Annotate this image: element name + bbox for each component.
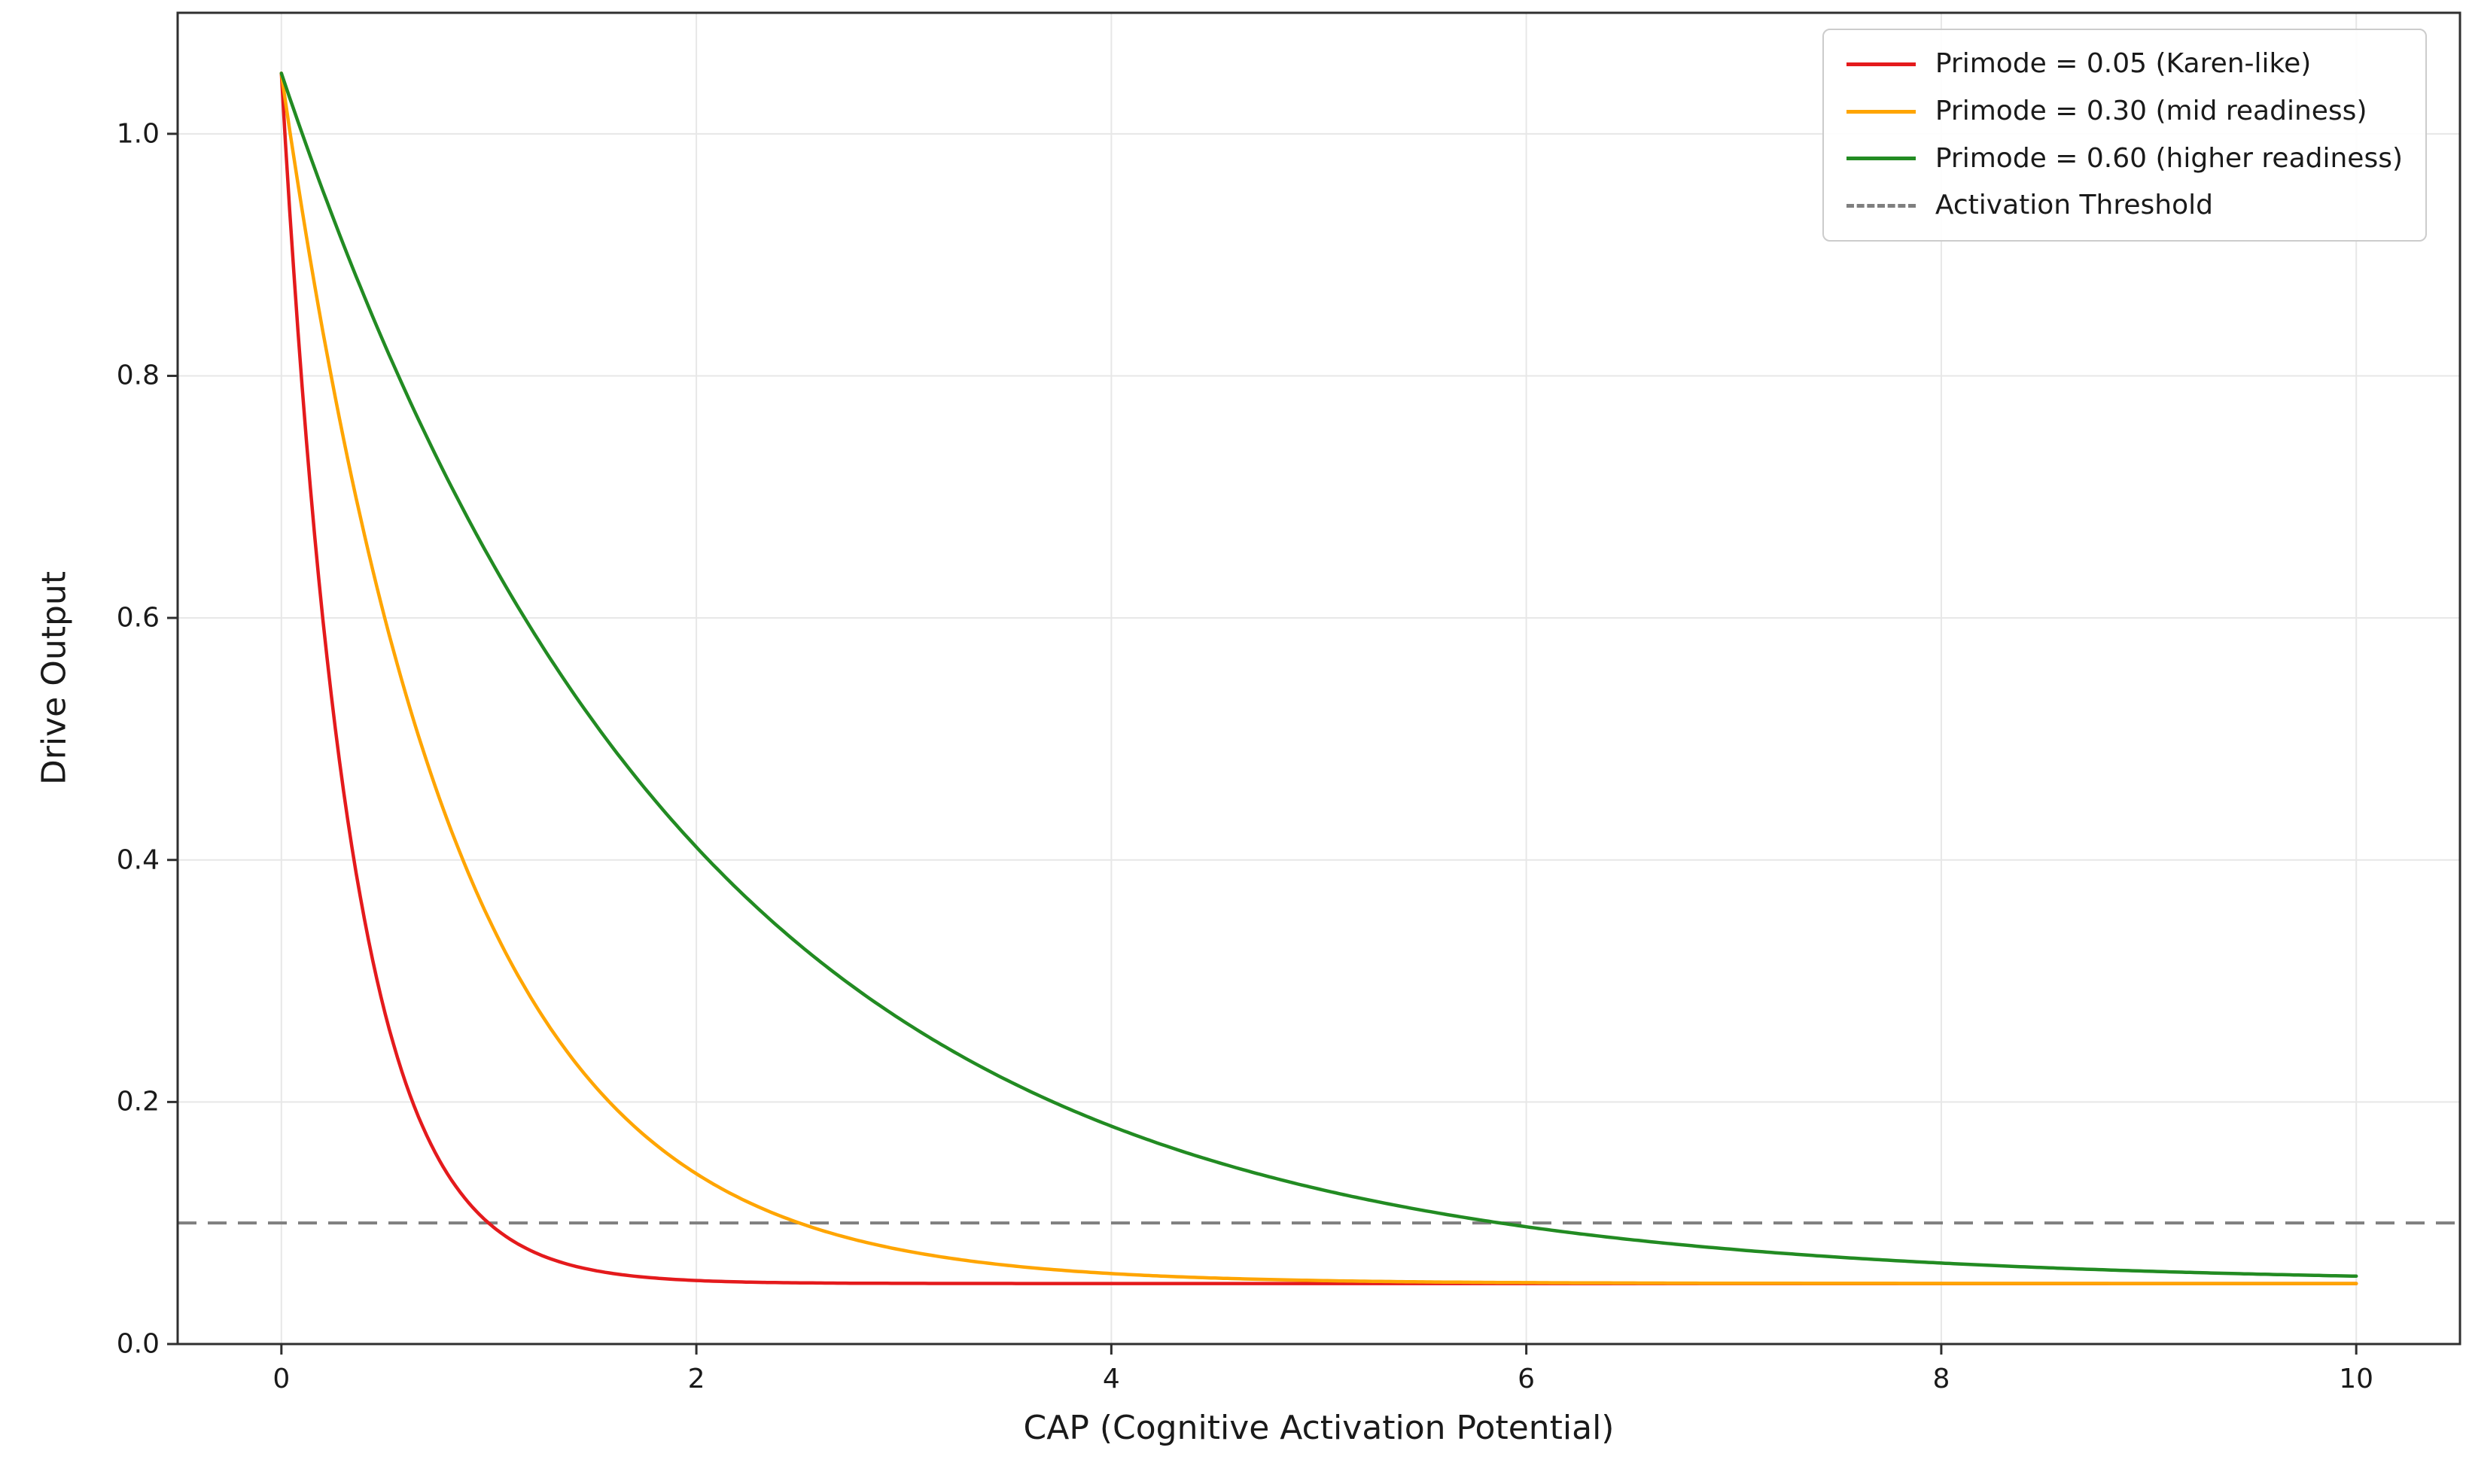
legend-entry: Activation Threshold: [1846, 188, 2403, 224]
x-tick-label: 4: [1102, 1364, 1120, 1394]
y-tick-label: 0.0: [116, 1328, 160, 1360]
legend-entry: Primode = 0.30 (mid readiness): [1846, 94, 2403, 129]
legend-line-primode-005: [1846, 62, 1916, 66]
x-tick-label: 2: [687, 1364, 705, 1394]
x-tick-label: 10: [2339, 1364, 2374, 1394]
y-tick-label: 0.8: [116, 360, 160, 391]
legend-line-primode-030: [1846, 109, 1916, 114]
legend-entry: Primode = 0.05 (Karen-like): [1846, 47, 2403, 82]
x-tick-label: 8: [1932, 1364, 1950, 1394]
legend-line-activation-threshold: [1846, 204, 1916, 208]
y-tick-label: 0.4: [116, 844, 160, 876]
y-tick-label: 0.2: [116, 1086, 160, 1118]
legend-label: Primode = 0.30 (mid readiness): [1935, 95, 2367, 126]
legend-label: Activation Threshold: [1935, 190, 2213, 221]
x-tick-label: 6: [1518, 1364, 1536, 1394]
legend-label: Primode = 0.05 (Karen-like): [1935, 48, 2312, 79]
y-tick-label: 1.0: [116, 118, 160, 150]
y-tick-label: 0.6: [116, 602, 160, 634]
x-tick-label: 0: [272, 1364, 291, 1394]
legend-line-primode-060: [1846, 157, 1916, 161]
legend: Primode = 0.05 (Karen-like) Primode = 0.…: [1822, 29, 2427, 242]
x-axis-label: CAP (Cognitive Activation Potential): [1023, 1409, 1615, 1447]
legend-label: Primode = 0.60 (higher readiness): [1935, 142, 2403, 174]
legend-entry: Primode = 0.60 (higher readiness): [1846, 141, 2403, 177]
